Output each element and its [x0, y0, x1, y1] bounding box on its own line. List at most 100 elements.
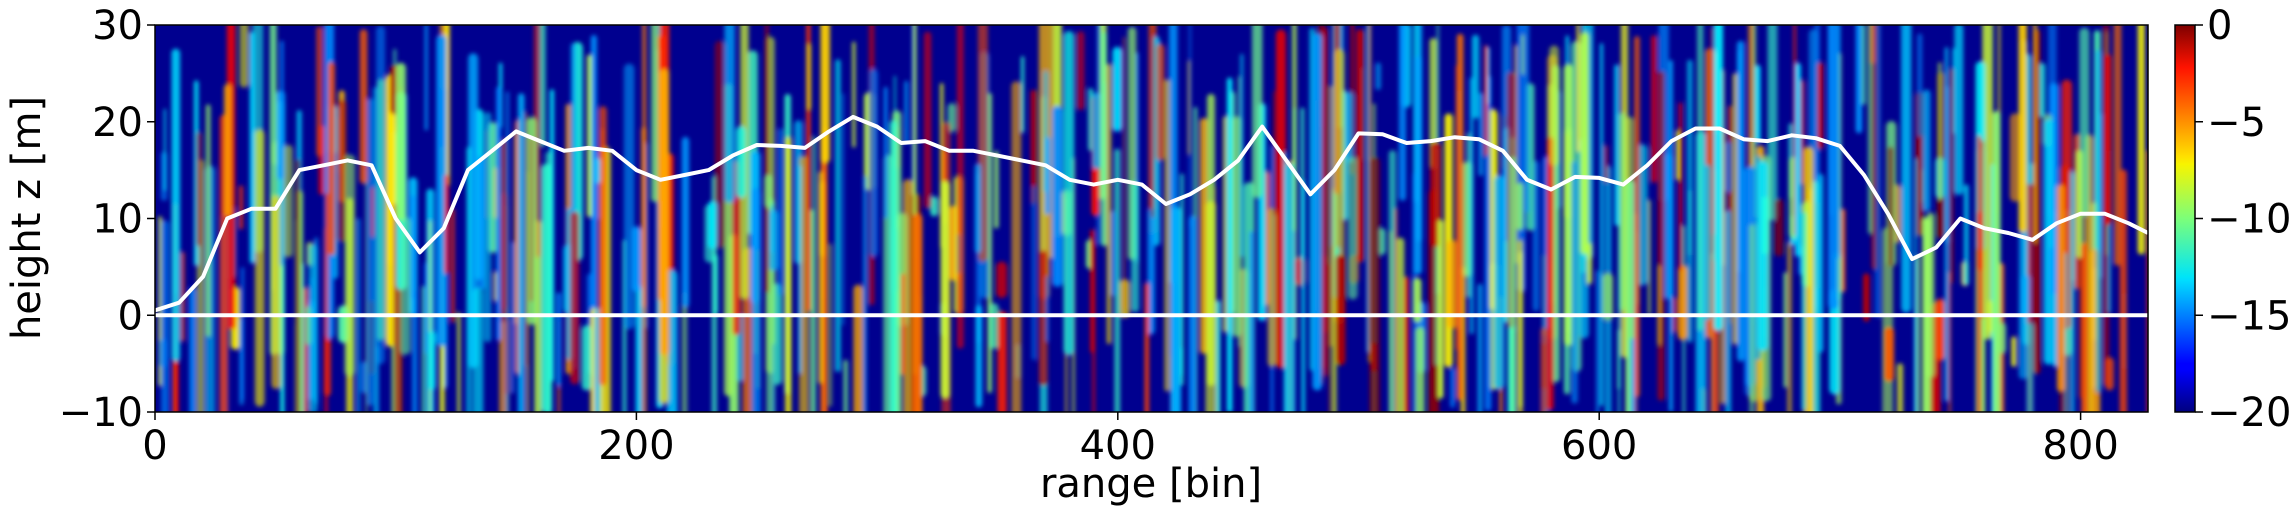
heatmap-streak [1808, 188, 1812, 412]
colorbar-tick-label: 0 [2207, 3, 2232, 49]
heatmap-streak [1415, 326, 1425, 412]
heatmap-streak [764, 174, 773, 209]
heatmap-streak [356, 218, 361, 412]
heatmap-streak [1540, 327, 1547, 412]
heatmap-streak [2119, 169, 2127, 412]
heatmap-streak [2081, 242, 2088, 412]
heatmap-streak [1841, 208, 1846, 292]
colorbar [2174, 24, 2196, 413]
heatmap-streak [327, 62, 335, 256]
heatmap-streak [988, 303, 999, 349]
heatmap-streak [1112, 46, 1122, 132]
heatmap-streak [1252, 25, 1263, 198]
heatmap-streak [1347, 156, 1358, 300]
heatmap-streak [496, 86, 502, 341]
heatmap-streak [1396, 237, 1405, 412]
x-tick-label: 400 [1080, 423, 1156, 469]
heatmap-streak [1164, 79, 1170, 392]
heatmap-streak [412, 290, 418, 412]
heatmap-streak [1101, 31, 1107, 247]
heatmap-streak [1403, 276, 1409, 412]
heatmap-streak [2039, 63, 2046, 118]
y-tick-label: 0 [118, 293, 143, 339]
heatmap-streak [539, 25, 546, 147]
heatmap-streak [511, 242, 515, 394]
heatmap-streak [681, 136, 690, 308]
heatmap-streak [1312, 33, 1323, 391]
heatmap-streak [1011, 81, 1022, 412]
heatmap-streak [1205, 201, 1217, 412]
heatmap-streak [545, 151, 553, 412]
heatmap-streak [1398, 25, 1407, 201]
heatmap-streak [224, 84, 232, 217]
heatmap-streak [450, 208, 455, 323]
heatmap-streak [1273, 90, 1276, 216]
heatmap-streak [623, 63, 635, 330]
heatmap-streak [239, 25, 249, 88]
heatmap-streak [835, 59, 841, 372]
heatmap-streak [1875, 25, 1881, 318]
heatmap-streak [2057, 184, 2065, 392]
heatmap-streak [1509, 156, 1517, 412]
heatmap-streak [829, 243, 832, 407]
heatmap-streak [1725, 210, 1732, 412]
heatmap-streak [1430, 141, 1441, 247]
heatmap-streak [1549, 45, 1559, 166]
heatmap-streak [1963, 184, 1969, 286]
heatmap-streak [651, 25, 658, 202]
heatmap-streak [1478, 92, 1483, 177]
heatmap-streak [1887, 146, 1894, 267]
heatmap-streak [1438, 219, 1444, 399]
heatmap-streak [1669, 60, 1673, 412]
heatmap-streak [1052, 105, 1063, 288]
heatmap-streak [2070, 170, 2075, 412]
heatmap-streak [843, 359, 848, 412]
heatmap-streak [1651, 35, 1657, 183]
heatmap-streak [1600, 43, 1603, 406]
heatmap-streak [1697, 25, 1704, 332]
heatmap-streak [395, 62, 406, 221]
heatmap-streak [1429, 38, 1438, 170]
heatmap-streak [713, 254, 718, 315]
heatmap-streak [466, 146, 472, 412]
heatmap-streak [1171, 206, 1182, 412]
heatmap-streak [2021, 274, 2030, 317]
heatmap-streak [505, 91, 510, 412]
heatmap-streak [772, 343, 775, 412]
heatmap-streak [594, 157, 601, 184]
heatmap-streak [1757, 160, 1769, 351]
heatmap-streak [1394, 208, 1398, 412]
heatmap-streak [1030, 89, 1037, 205]
heatmap-streak [1922, 89, 1931, 212]
heatmap-streak [1484, 45, 1488, 156]
heatmap-streak [1563, 63, 1573, 346]
heatmap-streak [997, 311, 1007, 412]
heatmap-streak [1021, 56, 1025, 133]
heatmap-streak [1456, 33, 1464, 401]
heatmap-streak [570, 211, 580, 385]
heatmap-streak [1901, 25, 1912, 313]
heatmap-streak [1596, 270, 1599, 412]
heatmap-streak [930, 196, 939, 217]
heatmap-streak [2113, 25, 2122, 266]
heatmap-streak [1226, 77, 1233, 412]
heatmap-streak [1637, 144, 1648, 286]
heatmap-streak [1275, 29, 1286, 369]
heatmap-streak [1180, 173, 1184, 386]
heatmap-streak [1110, 211, 1117, 296]
heatmap-streak [1869, 25, 1875, 64]
heatmap-streak [409, 194, 417, 299]
heatmap-streak [1335, 254, 1346, 366]
heatmap-streak [305, 306, 311, 345]
x-axis: 0 200 400 600 800 [142, 412, 2119, 469]
heatmap-streak [1648, 199, 1651, 315]
heatmap-streak [883, 86, 888, 219]
heatmap-streak [1725, 141, 1732, 193]
heatmap-streak [1369, 157, 1381, 412]
heatmap-streak [1884, 326, 1894, 382]
heatmap-streak [284, 144, 293, 258]
heatmap-streak [1031, 186, 1037, 361]
heatmap-streak [1043, 70, 1049, 193]
heatmap-streak [724, 25, 735, 203]
